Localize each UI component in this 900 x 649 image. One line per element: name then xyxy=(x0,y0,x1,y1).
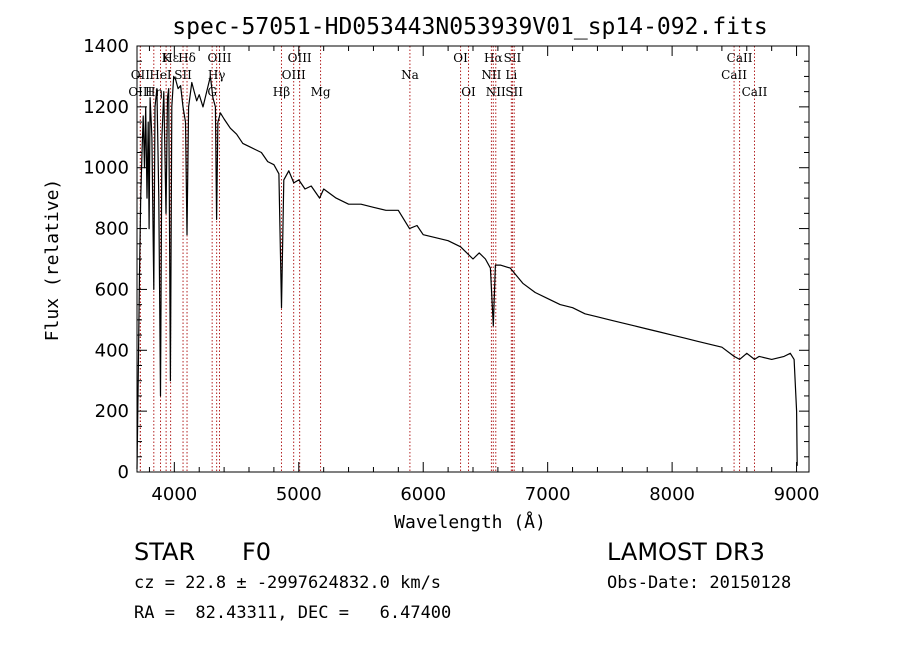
line-marker-label: Hβ xyxy=(273,85,290,99)
y-tick-label: 1200 xyxy=(83,97,129,118)
x-tick-label: 6000 xyxy=(400,484,446,505)
y-tick-label: 400 xyxy=(95,340,129,361)
y-tick-label: 600 xyxy=(95,279,129,300)
x-tick-label: 7000 xyxy=(525,484,571,505)
survey-name: LAMOST DR3 xyxy=(607,538,765,566)
line-marker-label: Li xyxy=(505,68,517,82)
line-marker-label: OI xyxy=(461,85,476,99)
line-marker-label: Mg xyxy=(311,85,331,99)
observation-date: Obs-Date: 20150128 xyxy=(607,573,792,593)
x-tick-label: 8000 xyxy=(649,484,695,505)
line-marker-label: K xyxy=(162,51,172,65)
line-marker-label: OI xyxy=(453,51,468,65)
x-tick-label: 5000 xyxy=(276,484,322,505)
x-axis-label: Wavelength (Å) xyxy=(394,511,546,533)
line-marker-label: NII xyxy=(481,68,501,82)
line-marker-label: Hη xyxy=(145,85,163,99)
line-marker-label: SII xyxy=(504,51,522,65)
x-tick-label: 9000 xyxy=(774,484,820,505)
y-tick-label: 800 xyxy=(95,219,129,240)
y-tick-label: 1400 xyxy=(83,36,129,57)
line-marker-label: CaII xyxy=(727,51,753,65)
y-axis-label: Flux (relative) xyxy=(42,179,63,342)
line-marker-label: Hα xyxy=(484,51,503,65)
y-tick-label: 0 xyxy=(118,462,129,483)
line-marker-label: HeI xyxy=(149,68,172,82)
line-marker-label: OIII xyxy=(207,51,231,65)
object-type: STAR xyxy=(134,538,196,566)
y-tick-label: 1000 xyxy=(83,158,129,179)
spectrum-line xyxy=(136,75,798,470)
line-marker-label: CaII xyxy=(742,85,768,99)
line-marker-label: Na xyxy=(401,68,419,82)
coordinates: RA = 82.43311, DEC = 6.47400 xyxy=(134,603,452,623)
object-subclass: F0 xyxy=(242,538,272,566)
redshift-info: cz = 22.8 ± -2997624832.0 km/s xyxy=(134,573,442,593)
y-tick-label: 200 xyxy=(95,401,129,422)
line-marker-label: CaII xyxy=(721,68,747,82)
x-tick-label: 4000 xyxy=(151,484,197,505)
line-marker-label: OIII xyxy=(288,51,312,65)
chart-title: spec-57051-HD053443N053939V01_sp14-092.f… xyxy=(172,14,767,40)
line-marker-label: SII xyxy=(505,85,523,99)
line-marker-label: Hδ xyxy=(178,51,196,65)
line-marker-label: SII xyxy=(174,68,192,82)
line-marker-label: NII xyxy=(486,85,506,99)
axes: 4000 5000 6000 7000 8000 9000 0 200 400 600 800 100… xyxy=(83,36,819,505)
line-marker-label: OIII xyxy=(282,68,306,82)
